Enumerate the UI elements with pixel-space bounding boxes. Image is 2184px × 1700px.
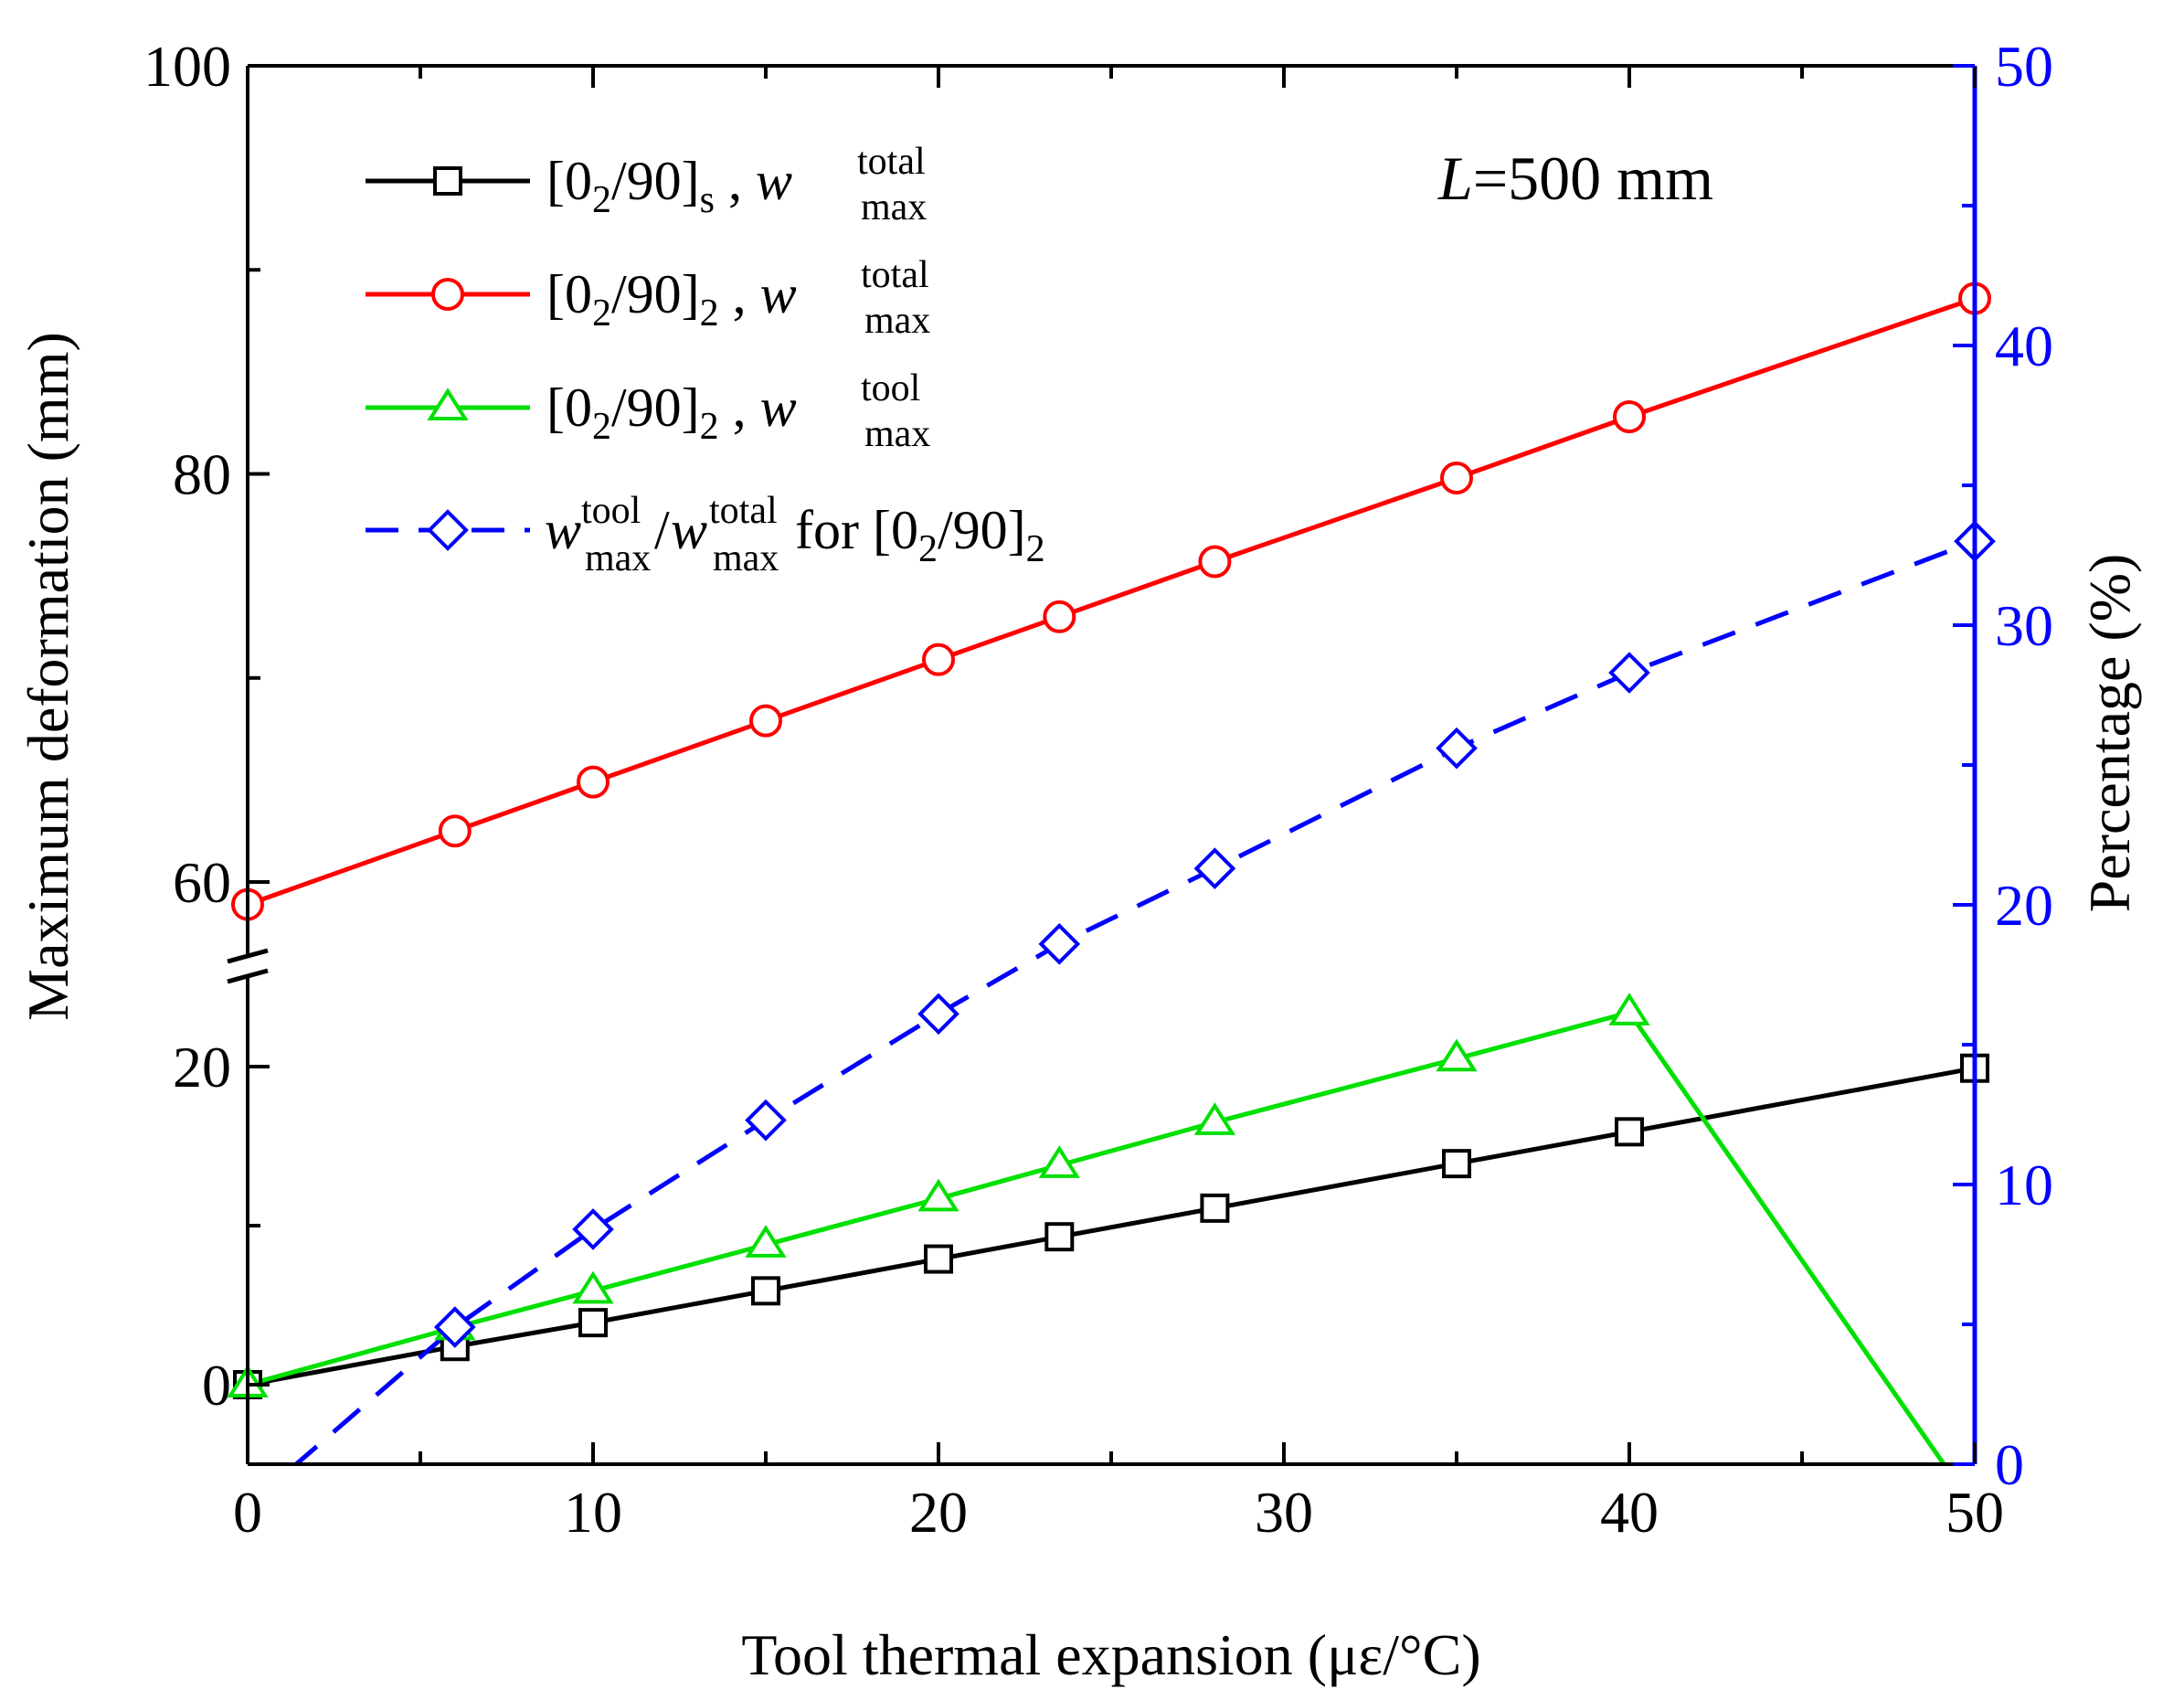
legend-marker-diamond xyxy=(427,509,469,551)
series-line-3 xyxy=(248,1009,1947,1464)
right-tick-label: 30 xyxy=(1995,593,2053,658)
legend-sub-2: max xyxy=(864,300,930,342)
point-diamond xyxy=(1608,652,1650,694)
x-tick-label: 10 xyxy=(564,1480,622,1545)
x-tick-label: 50 xyxy=(1945,1480,2004,1545)
point-triangle xyxy=(1436,1038,1478,1072)
point-square xyxy=(1044,1222,1075,1252)
legend-sup-4a: tool xyxy=(581,490,641,532)
legend-marker-square xyxy=(433,166,462,196)
left-tick-label: 20 xyxy=(173,1035,231,1100)
x-tick-label: 30 xyxy=(1255,1480,1313,1545)
legend-marker-triangle xyxy=(427,388,469,420)
legend-sup-2: total xyxy=(861,254,929,296)
length-annotation: L=500 mm xyxy=(1437,143,1713,213)
marker-layer xyxy=(227,282,1996,1399)
point-diamond xyxy=(745,1099,787,1142)
length-annotation-var: L xyxy=(1437,143,1473,213)
legend-entry-2: [02/90]2 , w total max xyxy=(366,254,930,342)
length-annotation-value: =500 mm xyxy=(1473,143,1713,213)
legend-sub-3: max xyxy=(864,413,930,455)
point-diamond xyxy=(1038,923,1081,965)
point-circle xyxy=(1613,400,1646,433)
right-tick-label: 0 xyxy=(1995,1432,2024,1497)
point-triangle xyxy=(1608,993,1650,1025)
x-tick-label: 20 xyxy=(909,1480,968,1545)
legend-marker-circle xyxy=(431,278,464,311)
left-tick-label: 60 xyxy=(173,850,231,915)
legend: [02/90]s , w total max [02/90]2 , w tota… xyxy=(366,141,1045,579)
right-tick-label: 10 xyxy=(1995,1153,2053,1217)
legend-entry-3: [02/90]2 , w tool max xyxy=(366,367,930,455)
left-axis-title: Maximum deformation (mm) xyxy=(16,332,80,1021)
legend-entry-1: [02/90]s , w total max xyxy=(366,141,927,228)
point-circle xyxy=(1198,545,1232,579)
point-circle xyxy=(1440,461,1473,494)
right-tick-label: 20 xyxy=(1995,873,2053,938)
point-diamond xyxy=(1436,727,1478,770)
point-square xyxy=(1200,1193,1230,1223)
x-tick-label: 40 xyxy=(1600,1480,1659,1545)
legend-sub-1: max xyxy=(861,186,927,228)
point-triangle xyxy=(745,1225,787,1258)
legend-label-4b: w xyxy=(671,500,707,560)
legend-sup-3: tool xyxy=(861,367,920,409)
point-triangle xyxy=(1193,1102,1236,1135)
x-axis-title: Tool thermal expansion (με/°C) xyxy=(741,1622,1480,1687)
point-triangle xyxy=(917,1178,959,1212)
axis-break-mark xyxy=(227,968,269,984)
point-square xyxy=(924,1244,953,1274)
legend-label-2: [02/90]2 , w xyxy=(546,264,797,335)
series-line-2 xyxy=(248,296,1975,907)
legend-label-1: [02/90]s , w xyxy=(546,151,792,221)
legend-sub-4a: max xyxy=(585,537,651,579)
point-square xyxy=(578,1308,608,1338)
left-tick-label: 100 xyxy=(143,34,231,99)
legend-sup-4b: total xyxy=(709,490,778,532)
point-diamond xyxy=(572,1208,614,1250)
legend-label-4a: w xyxy=(545,500,581,560)
left-tick-label: 0 xyxy=(202,1353,231,1418)
series-layer xyxy=(248,296,1975,1464)
point-circle xyxy=(922,643,955,676)
point-triangle xyxy=(572,1270,614,1304)
point-circle xyxy=(749,704,782,738)
x-tick-label: 0 xyxy=(233,1480,262,1545)
point-square xyxy=(751,1276,780,1306)
right-tick-label: 40 xyxy=(1995,313,2053,378)
series-line-4 xyxy=(292,538,1975,1464)
point-square xyxy=(1615,1117,1644,1147)
point-circle xyxy=(438,814,472,848)
legend-sub-4b: max xyxy=(713,537,779,579)
legend-label-3: [02/90]2 , w xyxy=(546,377,797,448)
left-tick-label: 80 xyxy=(173,442,231,507)
legend-label-4c: for [02/90]2 xyxy=(795,500,1045,570)
legend-sup-1: total xyxy=(857,141,926,183)
axis-break-mark xyxy=(227,948,269,964)
point-circle xyxy=(1043,600,1076,633)
point-diamond xyxy=(433,1306,476,1348)
series-line-1 xyxy=(248,1066,1975,1387)
legend-slash-4: / xyxy=(654,500,670,560)
right-axis-title: Percentage (%) xyxy=(2077,554,2142,913)
point-diamond xyxy=(917,993,959,1036)
legend-entry-4: w tool max / w total max for [02/90]2 xyxy=(366,490,1045,579)
point-square xyxy=(1442,1149,1471,1179)
point-circle xyxy=(577,765,610,799)
point-triangle xyxy=(1038,1145,1080,1178)
point-diamond xyxy=(1193,847,1236,890)
right-tick-label: 50 xyxy=(1995,34,2053,99)
